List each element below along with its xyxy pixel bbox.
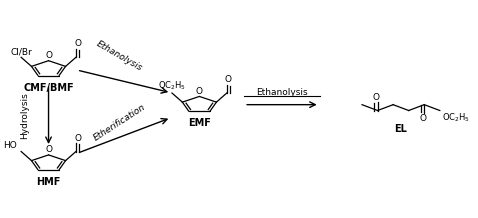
Text: O: O	[196, 87, 203, 95]
Text: EMF: EMF	[188, 118, 211, 128]
Text: HO: HO	[4, 141, 17, 150]
Text: Cl/Br: Cl/Br	[10, 47, 32, 56]
Text: Ethanolysis: Ethanolysis	[95, 40, 144, 73]
Text: OC$_2$H$_5$: OC$_2$H$_5$	[442, 112, 470, 124]
Text: HMF: HMF	[36, 177, 61, 187]
Text: O: O	[45, 51, 52, 60]
Text: Ethanolysis: Ethanolysis	[256, 88, 308, 97]
Text: Hydrolysis: Hydrolysis	[21, 92, 30, 139]
Text: O: O	[373, 93, 380, 102]
Text: Etherification: Etherification	[92, 102, 147, 143]
Text: O: O	[74, 134, 81, 143]
Text: EL: EL	[394, 124, 407, 134]
Text: O: O	[45, 145, 52, 154]
Text: OC$_2$H$_5$: OC$_2$H$_5$	[158, 79, 186, 92]
Text: O: O	[225, 75, 232, 84]
Text: O: O	[419, 114, 426, 123]
Text: O: O	[74, 39, 81, 48]
Text: CMF/BMF: CMF/BMF	[23, 83, 74, 93]
